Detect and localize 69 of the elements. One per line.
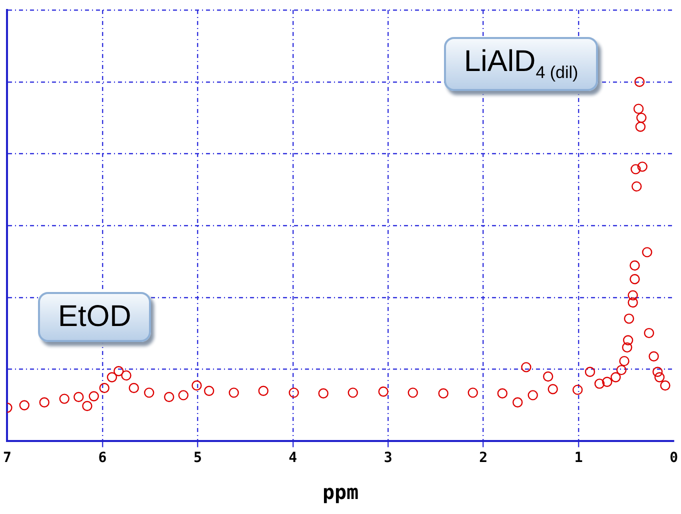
point bbox=[318, 388, 328, 399]
point bbox=[164, 392, 174, 402]
point bbox=[82, 400, 92, 412]
point bbox=[628, 297, 638, 308]
point bbox=[438, 388, 448, 399]
annotation: LiAlD$_{4 (dil)}$ bbox=[444, 37, 598, 91]
point bbox=[628, 290, 638, 300]
point bbox=[528, 390, 538, 400]
x-tick-label: 0 bbox=[670, 450, 678, 466]
point bbox=[378, 386, 388, 397]
point bbox=[622, 342, 632, 353]
x-tick-label: 5 bbox=[193, 450, 202, 466]
point bbox=[632, 181, 642, 192]
x-tick-label: 2 bbox=[479, 450, 488, 466]
point bbox=[610, 372, 621, 382]
point bbox=[648, 351, 659, 362]
point bbox=[630, 260, 640, 271]
point bbox=[521, 362, 532, 372]
point bbox=[630, 164, 641, 174]
point bbox=[636, 112, 647, 123]
point bbox=[584, 366, 596, 377]
point bbox=[88, 391, 99, 402]
point bbox=[616, 364, 627, 376]
x-tick-label: 7 bbox=[2, 450, 12, 466]
point bbox=[288, 388, 299, 398]
point bbox=[178, 390, 188, 400]
point bbox=[624, 314, 634, 324]
point bbox=[635, 122, 646, 132]
point bbox=[128, 382, 139, 394]
point bbox=[622, 335, 634, 346]
point bbox=[204, 386, 214, 396]
point bbox=[408, 388, 418, 398]
point bbox=[652, 366, 663, 377]
point bbox=[644, 328, 654, 338]
point bbox=[654, 372, 665, 382]
point bbox=[637, 162, 648, 172]
point bbox=[114, 366, 124, 376]
x-axis-title: ppm bbox=[322, 480, 359, 504]
point bbox=[121, 370, 132, 381]
x-tick-label: 6 bbox=[98, 450, 107, 466]
x-tick-label: 3 bbox=[384, 450, 392, 466]
point bbox=[19, 400, 30, 410]
point bbox=[497, 388, 508, 399]
point bbox=[258, 386, 268, 396]
point bbox=[633, 104, 644, 114]
point bbox=[542, 371, 554, 382]
point bbox=[619, 356, 630, 366]
point bbox=[468, 388, 478, 398]
point bbox=[634, 76, 645, 87]
point bbox=[642, 247, 652, 258]
point bbox=[602, 376, 612, 388]
point bbox=[572, 384, 583, 395]
point bbox=[660, 380, 670, 391]
x-tick-label: 1 bbox=[574, 450, 583, 466]
point bbox=[74, 392, 84, 402]
point bbox=[39, 397, 50, 408]
point bbox=[594, 378, 605, 389]
point bbox=[630, 274, 640, 284]
point bbox=[512, 397, 523, 408]
point bbox=[106, 372, 118, 382]
point bbox=[192, 380, 202, 391]
x-tick-label: 4 bbox=[288, 450, 298, 466]
point bbox=[228, 388, 239, 398]
point bbox=[548, 384, 558, 394]
annotation: EtOD bbox=[38, 292, 152, 342]
point bbox=[99, 382, 110, 394]
point bbox=[144, 388, 154, 398]
point bbox=[348, 388, 358, 398]
point bbox=[59, 394, 70, 404]
